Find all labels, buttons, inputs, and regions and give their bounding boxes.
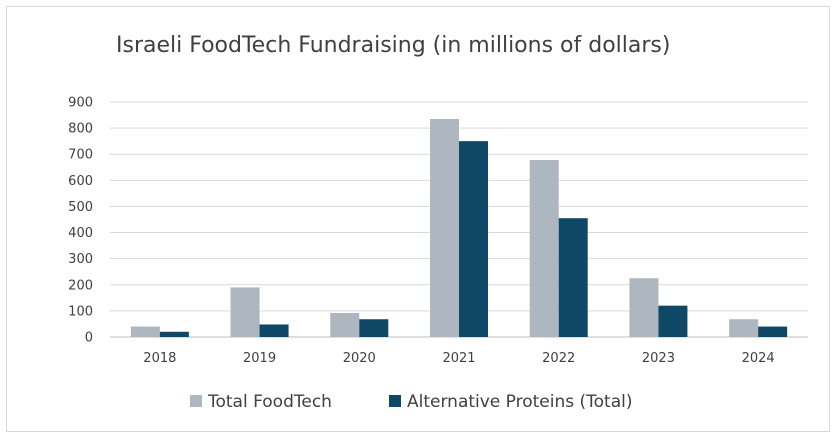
bars [130,118,788,337]
y-tick-label: 800 [68,122,93,137]
chart-frame [6,6,830,432]
bar-alternative-proteins-2021 [459,141,488,337]
legend-swatch [190,395,202,407]
legend-label: Total FoodTech [207,392,332,412]
bar-total-foodtech-2022 [529,159,559,337]
x-tick-label: 2018 [143,351,176,366]
bar-total-foodtech-2021 [430,118,459,337]
x-tick-label: 2022 [542,351,575,366]
legend-swatch [389,395,401,407]
x-tick-label: 2019 [243,351,276,366]
bar-alternative-proteins-2023 [658,305,688,337]
bar-alternative-proteins-2020 [359,319,389,337]
y-tick-label: 900 [68,96,93,111]
x-axis-ticks: 2018 2019 2020 2021 2022 2023 2024 [143,351,774,366]
y-tick-label: 500 [68,200,93,215]
y-tick-label: 400 [68,226,93,241]
x-tick-label: 2021 [442,351,475,366]
bar-total-foodtech-2024 [729,319,759,337]
x-tick-label: 2024 [742,351,775,366]
y-tick-label: 100 [68,304,93,319]
legend: Total FoodTech Alternative Proteins (Tota… [190,392,633,412]
chart-title: Israeli FoodTech Fundraising (in million… [116,33,671,58]
y-tick-label: 600 [68,174,93,189]
bar-alternative-proteins-2024 [758,326,788,337]
y-axis-ticks: 0 100 200 300 400 500 600 700 800 900 [68,96,93,346]
legend-label: Alternative Proteins (Total) [407,392,633,412]
x-tick-label: 2023 [642,351,675,366]
bar-total-foodtech-2020 [330,312,360,337]
y-tick-label: 200 [68,278,93,293]
y-tick-label: 700 [68,148,93,163]
bar-alternative-proteins-2022 [558,218,588,337]
y-tick-label: 0 [85,331,93,346]
bar-alternative-proteins-2018 [159,331,189,337]
x-tick-label: 2020 [343,351,376,366]
y-tick-label: 300 [68,252,93,267]
bar-total-foodtech-2023 [629,278,659,337]
bar-alternative-proteins-2019 [259,324,289,337]
bar-total-foodtech-2018 [130,326,160,337]
bar-total-foodtech-2019 [230,287,260,337]
